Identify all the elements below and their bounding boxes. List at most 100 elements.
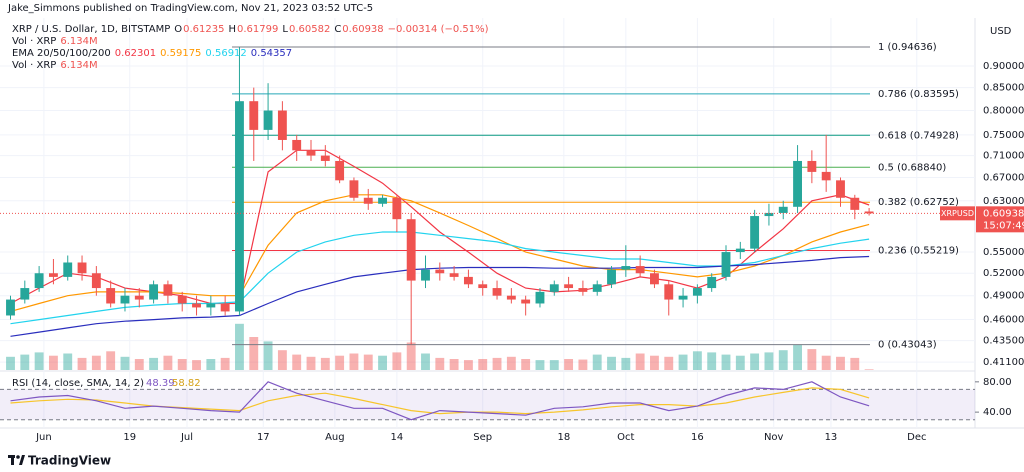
candle	[378, 194, 387, 207]
legend-change: −0.00314 (−0.51%)	[387, 24, 489, 35]
candle	[91, 266, 101, 296]
volume-bar	[177, 359, 187, 370]
legend: XRP / U.S. Dollar, 1D, BITSTAMP O0.61235 H…	[12, 24, 493, 72]
legend-row: Vol · XRP 6.134M	[12, 60, 493, 72]
candle	[235, 47, 244, 316]
volume-bar	[492, 357, 502, 370]
volume-bar	[721, 354, 731, 370]
candle-body	[34, 273, 44, 289]
rsi-value: 48.39	[146, 378, 175, 389]
legend-row: Vol · XRP 6.134M	[12, 36, 493, 48]
indicator-value: 0.54357	[250, 48, 293, 59]
volume-bar	[320, 357, 330, 370]
candle-body	[678, 295, 688, 300]
volume-bar	[134, 359, 144, 370]
candle	[864, 208, 874, 216]
volume-bar	[20, 354, 30, 370]
candle	[750, 209, 760, 253]
rsi-sma-value: 58.82	[172, 378, 201, 389]
candle	[821, 134, 831, 192]
candle	[521, 295, 531, 316]
candle-body	[306, 150, 316, 156]
candle-body	[778, 206, 788, 213]
candle-body	[406, 219, 416, 281]
candle-body	[449, 273, 459, 277]
candle-body	[120, 295, 130, 304]
volume-bar	[277, 350, 287, 370]
candle	[263, 83, 273, 140]
candle	[277, 101, 287, 151]
candle-body	[378, 197, 387, 204]
volume-bar	[735, 355, 745, 370]
volume-bar	[206, 359, 216, 370]
x-tick-label: 16	[691, 432, 704, 443]
rsi-tick-label: 80.00	[983, 377, 1012, 388]
candle-body	[664, 284, 674, 300]
y-tick-label: 0.41100	[983, 357, 1024, 368]
candle	[449, 266, 459, 281]
header: Jake_Simmons published on TradingView.co…	[7, 3, 373, 14]
candle	[435, 262, 445, 281]
volume-bar	[678, 354, 688, 370]
volume-bar	[378, 355, 387, 370]
price-label: 0.60938	[983, 208, 1024, 219]
candle	[292, 134, 302, 161]
candle-body	[206, 303, 216, 308]
volume-bar	[836, 356, 845, 370]
indicator-value: 6.134M	[60, 60, 98, 71]
candle-body	[650, 273, 659, 285]
volume-bar	[764, 352, 774, 370]
y-tick-label: 0.67000	[983, 173, 1024, 184]
candle	[807, 150, 817, 184]
fib-label: 0.382 (0.62752)	[878, 197, 959, 208]
x-tick-label: Jun	[35, 432, 52, 443]
legend-symbol: XRP / U.S. Dollar, 1D, BITSTAMP	[12, 24, 171, 35]
candle-body	[292, 139, 302, 151]
y-tick-label: 0.75000	[983, 130, 1024, 141]
x-tick-label: 17	[257, 432, 270, 443]
candle-body	[750, 216, 760, 249]
candle-body	[277, 110, 287, 140]
volume-bar	[664, 356, 674, 370]
candle-body	[91, 273, 101, 289]
volume-bar	[635, 353, 645, 370]
candle	[106, 280, 116, 308]
volume-bar	[6, 356, 15, 370]
fib-label: 0.786 (0.83595)	[878, 89, 959, 100]
candle-body	[20, 288, 30, 300]
y-tick-label: 0.43500	[983, 336, 1024, 347]
indicator-value: 0.62301	[114, 48, 157, 59]
candle	[721, 245, 731, 281]
candle-body	[692, 288, 702, 296]
grid	[0, 18, 975, 428]
volume-bar	[564, 359, 574, 370]
volume-bar	[249, 337, 259, 370]
symbol-label-box	[940, 206, 975, 221]
candle-body	[363, 197, 373, 204]
logo-dot	[16, 455, 20, 459]
fib-label: 0.236 (0.55219)	[878, 246, 959, 257]
footer-brand: TradingView	[28, 454, 111, 468]
volume-bar	[506, 356, 516, 370]
volume-bar	[306, 356, 316, 370]
volume-bar	[850, 357, 860, 370]
candle	[6, 295, 15, 320]
indicator-name: Vol · XRP	[12, 36, 57, 47]
volume-bar	[192, 360, 201, 370]
logo-slash	[19, 455, 25, 465]
y-tick-label: 0.63000	[983, 196, 1024, 207]
y-tick-label: 0.49000	[983, 291, 1024, 302]
candle	[306, 139, 316, 161]
candle	[149, 280, 159, 304]
candle	[63, 255, 73, 281]
candle-body	[63, 262, 73, 277]
rsi-tick-label: 40.00	[983, 407, 1012, 418]
volume-bar	[363, 354, 373, 370]
candle	[692, 284, 702, 304]
candle-body	[335, 160, 345, 181]
x-tick-label: 19	[123, 432, 136, 443]
candle-body	[249, 101, 259, 130]
candle-body	[850, 197, 860, 210]
legend-key: O	[174, 24, 183, 35]
candle-body	[177, 295, 187, 304]
